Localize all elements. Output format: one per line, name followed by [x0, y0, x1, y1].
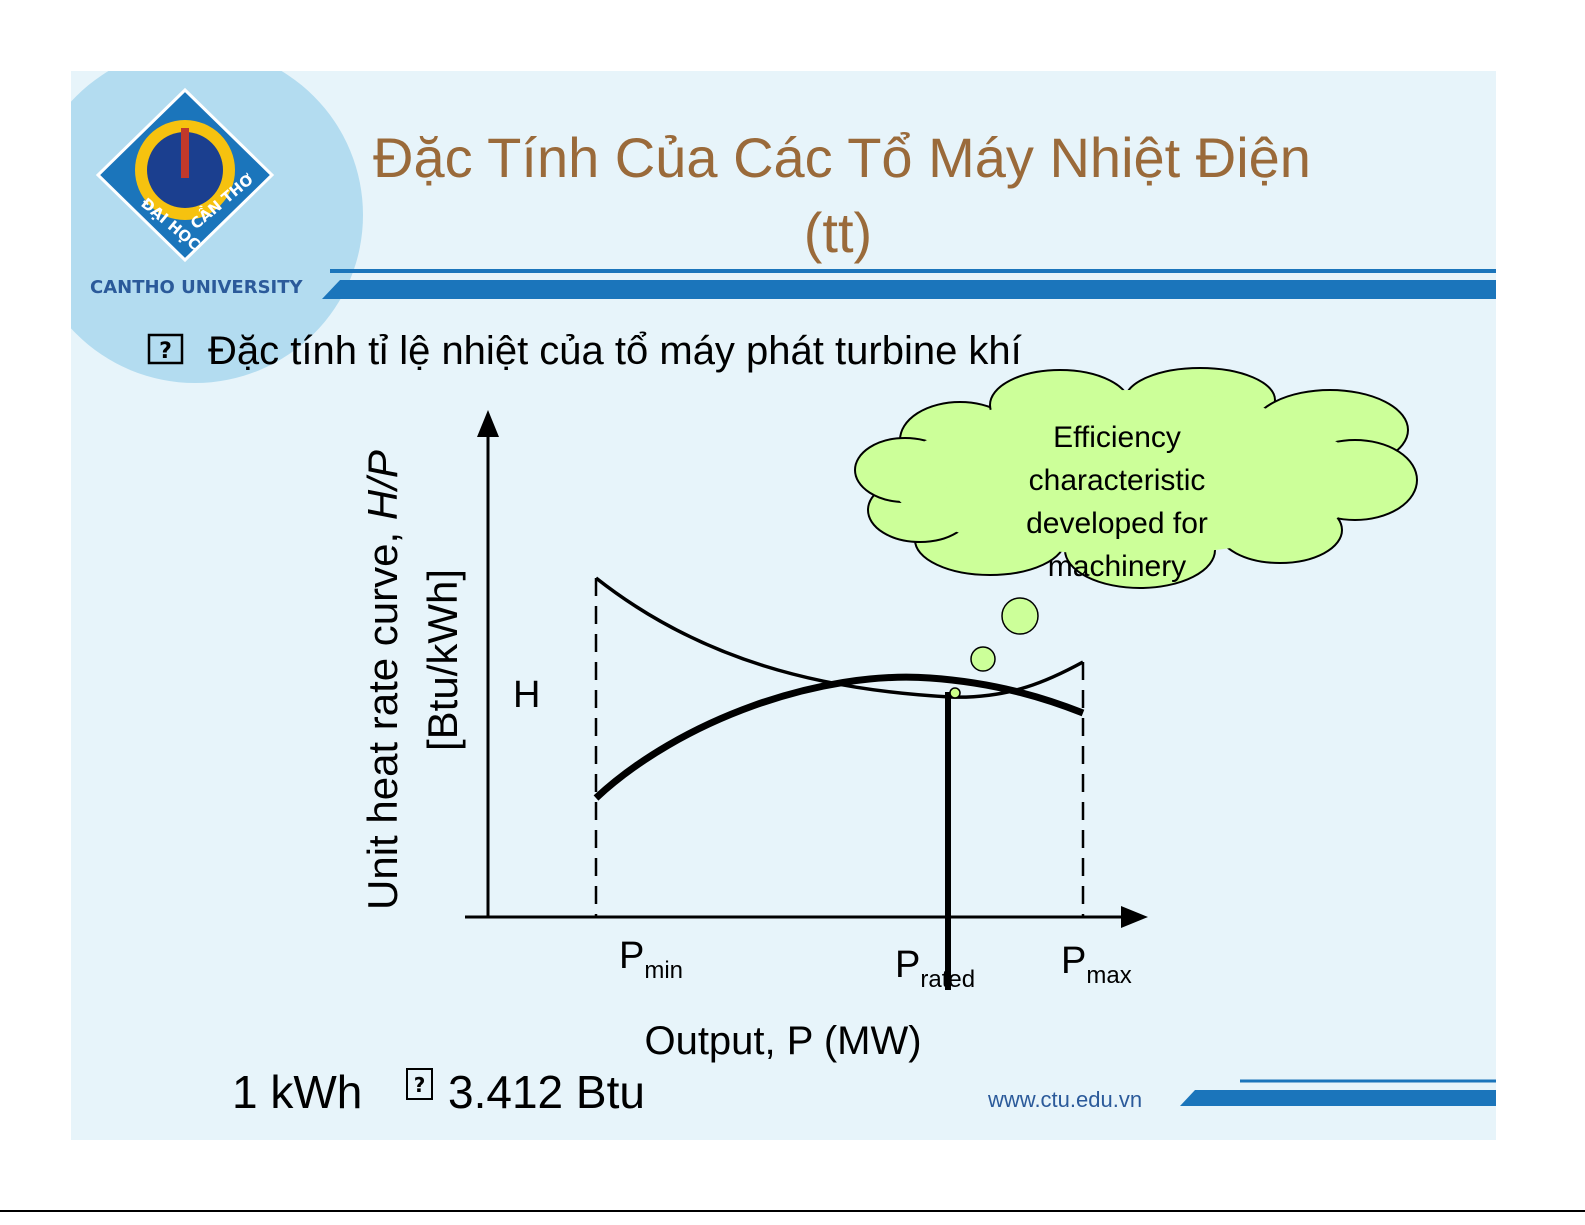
thought-text: characteristic	[1029, 464, 1206, 497]
footer-band	[1180, 1090, 1496, 1106]
header-rule	[330, 269, 1496, 273]
thought-text: Efficiency	[1053, 421, 1181, 454]
y-arrow	[477, 410, 499, 437]
heat-rate-curve	[594, 576, 1084, 699]
tick-main: P	[619, 935, 644, 977]
slide-title: Đặc Tính Của Các Tổ Máy Nhiệt Điện	[373, 126, 1311, 189]
efficiency-curve	[593, 673, 1085, 801]
logo: ĐẠI HỌC CẦN THƠ	[95, 87, 275, 263]
x-tick-label: Prated	[895, 944, 975, 993]
x-tick-label: Pmax	[1061, 940, 1132, 989]
y-label-italic: H/P	[359, 450, 406, 520]
curve-label: H	[513, 674, 540, 716]
tick-sub: max	[1086, 962, 1131, 989]
header-band	[322, 280, 1496, 299]
thought-text: developed for	[1026, 507, 1208, 540]
tick-main: P	[895, 944, 920, 986]
formula-right: 3.412 Btu	[448, 1066, 645, 1118]
thought-text: machinery	[1048, 550, 1186, 583]
y-label-text: Unit heat rate curve,	[359, 520, 406, 910]
tick-sub: rated	[920, 966, 975, 993]
formula-symbol: ?	[414, 1073, 426, 1097]
footer-url: www.ctu.edu.vn	[987, 1087, 1142, 1112]
x-arrow	[1121, 906, 1148, 928]
slide-title: (tt)	[804, 201, 872, 264]
y-axis-label: Unit heat rate curve, H/P	[359, 450, 406, 910]
x-tick-label: Pmin	[619, 935, 683, 984]
rated-point	[949, 687, 961, 699]
logo-caption: CANTHO UNIVERSITY	[90, 277, 304, 298]
bullet-symbol: ?	[159, 339, 172, 364]
tick-sub: min	[644, 957, 683, 984]
bullet-box	[147, 333, 184, 365]
bullet-text: Đặc tính tỉ lệ nhiệt của tổ máy phát tur…	[208, 329, 1022, 373]
thought-cloud	[854, 367, 1418, 672]
tick-main: P	[1061, 940, 1086, 982]
formula-left: 1 kWh	[232, 1066, 362, 1118]
x-axis-label: Output, P (MW)	[644, 1019, 921, 1063]
formula-box	[406, 1068, 433, 1100]
y-axis-unit: [Btu/kWh]	[419, 569, 466, 751]
